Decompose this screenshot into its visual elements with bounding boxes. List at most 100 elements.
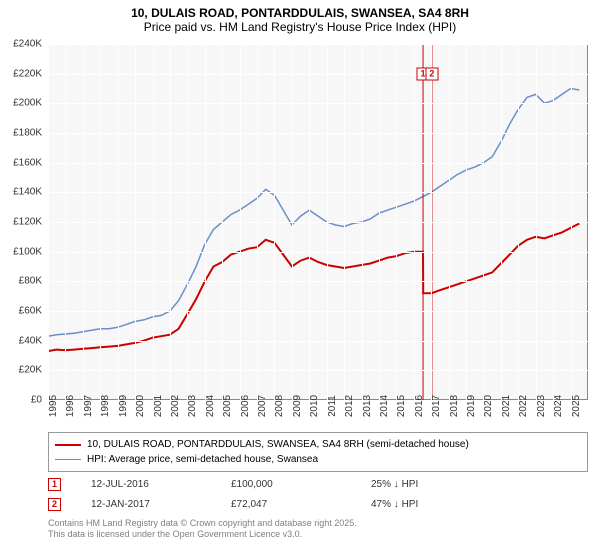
grid-line-v — [414, 44, 415, 400]
x-tick-label: 2016 — [414, 395, 425, 417]
data-date: 12-JAN-2017 — [91, 499, 231, 510]
grid-line-v — [170, 44, 171, 400]
grid-line-v — [379, 44, 380, 400]
x-tick-label: 2011 — [327, 395, 338, 417]
grid-line-v — [553, 44, 554, 400]
legend-item: HPI: Average price, semi-detached house,… — [55, 452, 581, 467]
legend-label: HPI: Average price, semi-detached house,… — [87, 454, 318, 465]
x-tick-label: 2014 — [379, 395, 390, 417]
grid-line-v — [48, 44, 49, 400]
y-tick-label: £120K — [0, 217, 42, 228]
x-tick-label: 2007 — [257, 395, 268, 417]
x-tick-label: 2004 — [205, 395, 216, 417]
grid-line-v — [431, 44, 432, 400]
chart-container: 10, DULAIS ROAD, PONTARDDULAIS, SWANSEA,… — [0, 0, 600, 560]
x-tick-label: 1996 — [65, 395, 76, 417]
x-tick-label: 2025 — [571, 395, 582, 417]
y-tick-label: £40K — [0, 335, 42, 346]
x-tick-label: 1995 — [48, 395, 59, 417]
x-tick-label: 2024 — [553, 395, 564, 417]
x-tick-label: 2003 — [187, 395, 198, 417]
data-delta: 25% ↓ HPI — [371, 479, 511, 490]
x-tick-label: 2000 — [135, 395, 146, 417]
x-tick-label: 2019 — [466, 395, 477, 417]
legend: 10, DULAIS ROAD, PONTARDDULAIS, SWANSEA,… — [48, 432, 588, 472]
x-tick-label: 2005 — [222, 395, 233, 417]
y-tick-label: £240K — [0, 39, 42, 50]
x-tick-label: 2021 — [501, 395, 512, 417]
y-tick-label: £160K — [0, 157, 42, 168]
x-tick-label: 2015 — [396, 395, 407, 417]
data-row: 2 12-JAN-2017 £72,047 47% ↓ HPI — [48, 494, 588, 514]
grid-line-h — [48, 252, 588, 253]
grid-line-v — [396, 44, 397, 400]
y-tick-label: £100K — [0, 246, 42, 257]
grid-line-v — [135, 44, 136, 400]
y-tick-label: £220K — [0, 68, 42, 79]
y-tick-label: £20K — [0, 365, 42, 376]
x-tick-label: 2017 — [431, 395, 442, 417]
legend-item: 10, DULAIS ROAD, PONTARDDULAIS, SWANSEA,… — [55, 437, 581, 452]
grid-line-v — [274, 44, 275, 400]
grid-line-h — [48, 370, 588, 371]
grid-line-v — [83, 44, 84, 400]
grid-line-v — [483, 44, 484, 400]
x-tick-label: 2001 — [153, 395, 164, 417]
y-tick-label: £180K — [0, 128, 42, 139]
y-tick-label: £140K — [0, 187, 42, 198]
x-tick-label: 2008 — [274, 395, 285, 417]
x-tick-label: 1997 — [83, 395, 94, 417]
grid-line-v — [153, 44, 154, 400]
grid-line-h — [48, 103, 588, 104]
x-tick-label: 2023 — [536, 395, 547, 417]
x-tick-label: 2018 — [449, 395, 460, 417]
grid-line-h — [48, 133, 588, 134]
x-tick-label: 2010 — [309, 395, 320, 417]
grid-line-v — [327, 44, 328, 400]
grid-line-v — [240, 44, 241, 400]
legend-swatch — [55, 459, 81, 460]
legend-swatch — [55, 444, 81, 446]
marker-icon: 2 — [48, 498, 61, 511]
data-date: 12-JUL-2016 — [91, 479, 231, 490]
grid-line-v — [257, 44, 258, 400]
footer-line: This data is licensed under the Open Gov… — [48, 529, 588, 540]
grid-line-v — [466, 44, 467, 400]
x-tick-label: 2002 — [170, 395, 181, 417]
grid-line-h — [48, 311, 588, 312]
x-tick-label: 2013 — [362, 395, 373, 417]
grid-line-v — [449, 44, 450, 400]
x-tick-label: 2012 — [344, 395, 355, 417]
grid-line-v — [309, 44, 310, 400]
y-tick-label: £60K — [0, 306, 42, 317]
grid-line-h — [48, 44, 588, 45]
data-table: 1 12-JUL-2016 £100,000 25% ↓ HPI 2 12-JA… — [48, 474, 588, 514]
grid-line-h — [48, 74, 588, 75]
x-tick-label: 1999 — [118, 395, 129, 417]
x-tick-label: 2009 — [292, 395, 303, 417]
chart-title: 10, DULAIS ROAD, PONTARDDULAIS, SWANSEA,… — [0, 6, 600, 20]
grid-line-v — [292, 44, 293, 400]
marker-box: 2 — [425, 67, 438, 80]
grid-line-v — [362, 44, 363, 400]
x-tick-label: 1998 — [100, 395, 111, 417]
grid-line-v — [187, 44, 188, 400]
grid-line-v — [344, 44, 345, 400]
grid-line-v — [100, 44, 101, 400]
data-price: £100,000 — [231, 479, 371, 490]
grid-line-v — [571, 44, 572, 400]
series-hpi — [48, 89, 579, 337]
marker-icon: 1 — [48, 478, 61, 491]
grid-line-v — [205, 44, 206, 400]
grid-line-v — [65, 44, 66, 400]
x-tick-label: 2022 — [518, 395, 529, 417]
grid-line-v — [518, 44, 519, 400]
x-tick-label: 2020 — [483, 395, 494, 417]
footer: Contains HM Land Registry data © Crown c… — [48, 518, 588, 541]
title-block: 10, DULAIS ROAD, PONTARDDULAIS, SWANSEA,… — [0, 0, 600, 36]
y-tick-label: £80K — [0, 276, 42, 287]
grid-line-v — [536, 44, 537, 400]
grid-line-h — [48, 341, 588, 342]
data-delta: 47% ↓ HPI — [371, 499, 511, 510]
chart-subtitle: Price paid vs. HM Land Registry's House … — [0, 20, 600, 34]
